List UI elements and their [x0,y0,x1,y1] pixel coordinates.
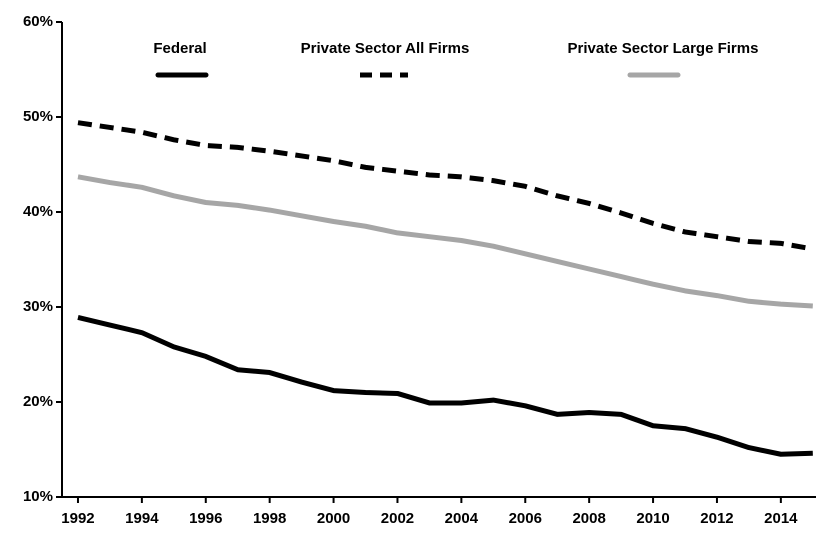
y-tick-label: 40% [23,203,53,220]
x-tick-label: 1998 [253,510,286,527]
legend-label: Federal [153,40,206,57]
x-tick-label: 2000 [317,510,350,527]
y-tick-label: 50% [23,108,53,125]
x-tick-label: 1996 [189,510,222,527]
series-line [77,315,813,457]
x-tick-label: 2012 [700,510,733,527]
y-tick-label: 30% [23,298,53,315]
x-tick-label: 2004 [445,510,479,527]
x-tick-label: 1994 [125,510,159,527]
legend-label: Private Sector Large Firms [568,40,759,57]
series-line [77,174,813,309]
y-tick-label: 60% [23,13,53,30]
y-tick-label: 10% [23,488,53,505]
x-tick-label: 2008 [572,510,605,527]
legend-label: Private Sector All Firms [301,40,470,57]
x-tick-label: 2006 [509,510,542,527]
series-line [77,120,814,252]
x-tick-label: 1992 [61,510,94,527]
y-tick-label: 20% [23,393,53,410]
x-tick-label: 2002 [381,510,414,527]
x-tick-label: 2014 [764,510,798,527]
x-tick-label: 2010 [636,510,669,527]
